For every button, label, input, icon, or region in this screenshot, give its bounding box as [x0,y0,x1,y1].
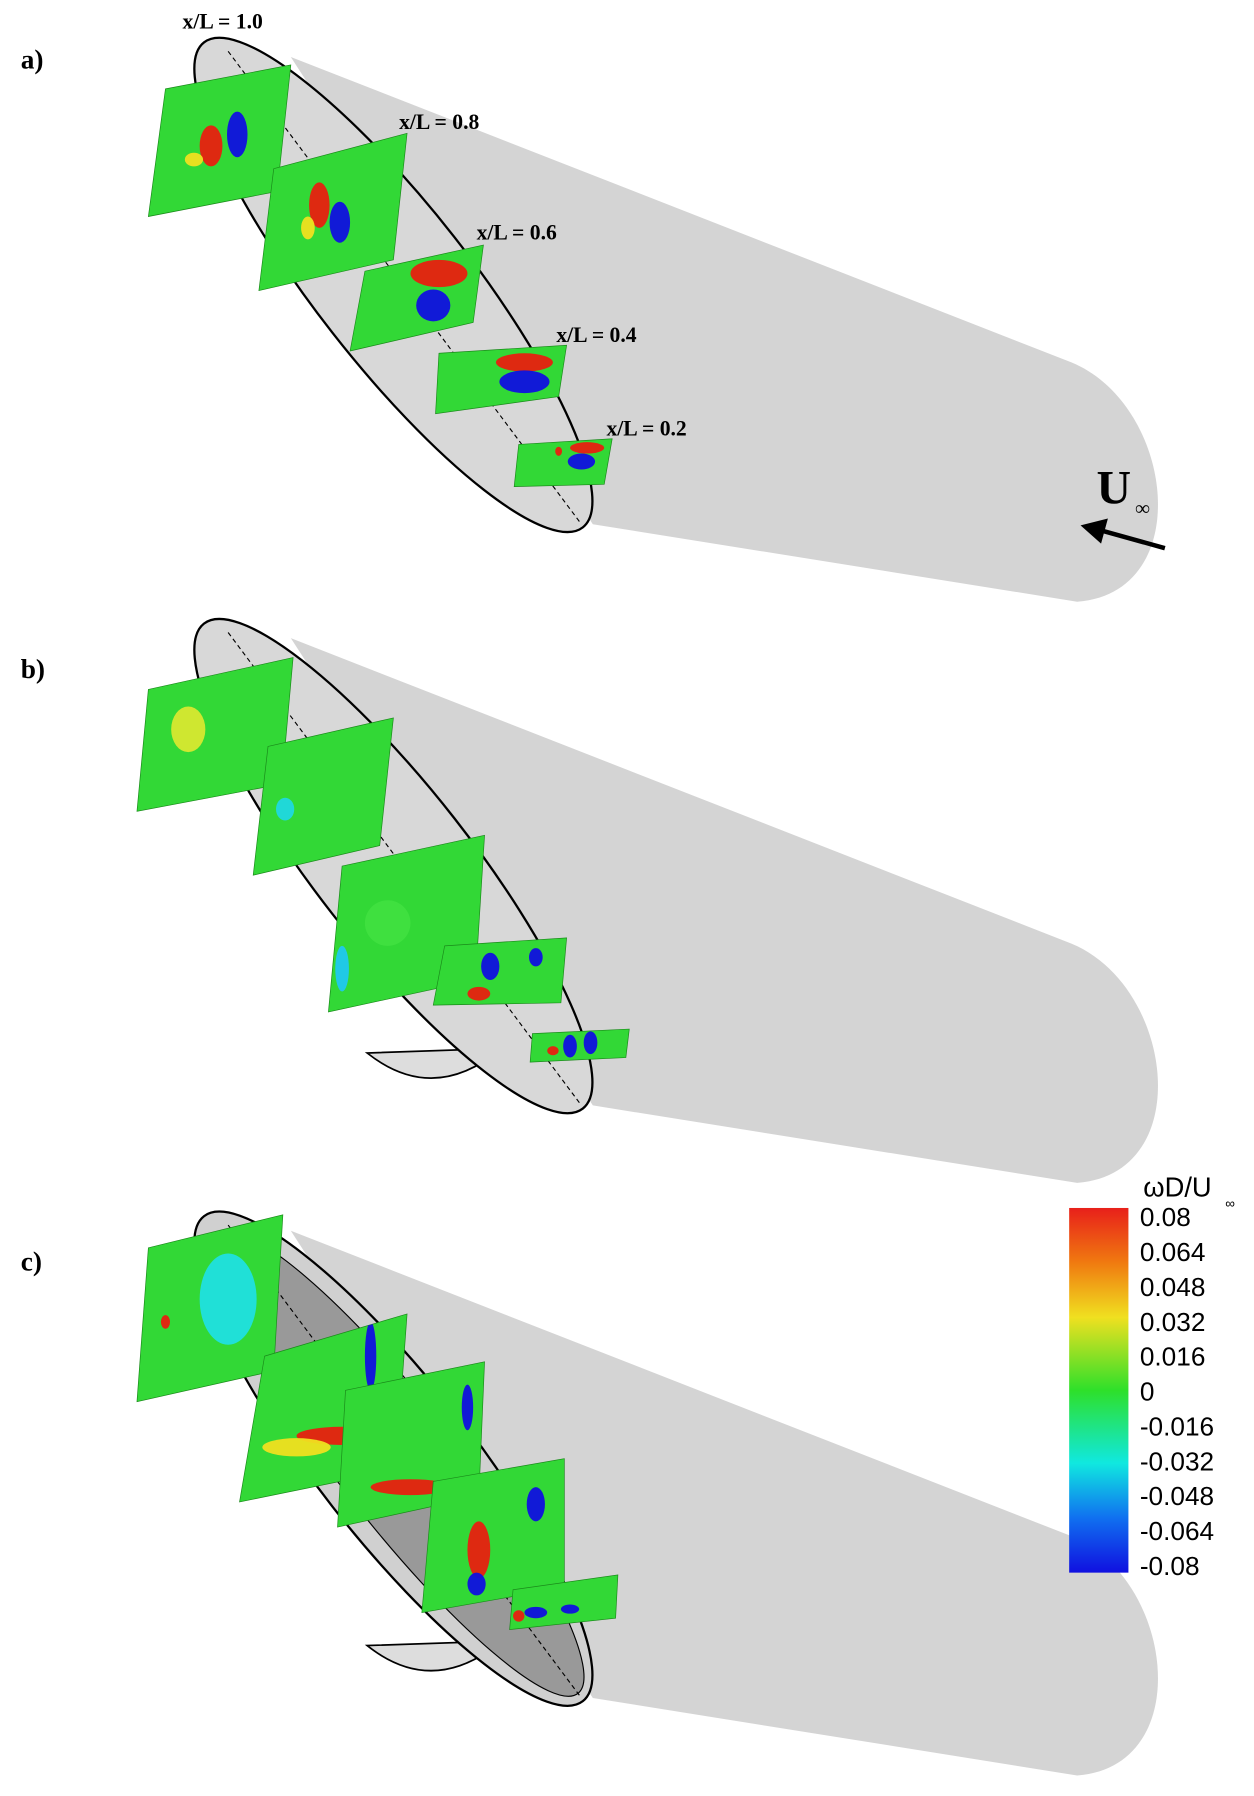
vorticity-blob [467,1521,490,1578]
vorticity-blob [529,948,543,966]
vorticity-blob [467,987,490,1001]
colorbar-tick-label: 0 [1140,1377,1155,1407]
station-label: x/L = 0.8 [399,110,479,134]
colorbar-tick-label: 0.016 [1140,1342,1206,1372]
vorticity-blob [563,1035,577,1058]
vorticity-blob [262,1438,330,1456]
vorticity-blob [524,1607,547,1618]
vorticity-blob [555,447,562,456]
vorticity-blob [227,112,248,158]
panel-label: b) [21,654,45,684]
station-label: x/L = 1.0 [183,9,263,33]
vorticity-blob [467,1573,485,1596]
vorticity-blob [410,260,467,287]
vorticity-blob [185,153,203,167]
page: {"panels": [ {"label": "a)", "stations":… [0,0,1254,1796]
vorticity-blob [200,1254,257,1345]
colorbar-ramp [1069,1208,1128,1573]
colorbar-title-subscript: ∞ [1225,1196,1235,1211]
station-label: x/L = 0.2 [606,416,686,440]
vorticity-blob [481,953,499,980]
figure: a) x/L = 1.0 x/L = 0.8 x/L = 0.6 x/L = 0.4 x/… [0,0,1254,1796]
vorticity-blob [568,454,595,470]
vorticity-blob [496,353,553,371]
vorticity-blob [416,289,450,321]
colorbar-tick-label: -0.048 [1140,1481,1214,1511]
vorticity-blob [547,1046,558,1055]
colorbar: ωD/U ∞ 0.08 0.064 0.048 0.032 0.016 0 -0.016 -0… [1069,1172,1235,1581]
panels: a) x/L = 1.0 x/L = 0.8 x/L = 0.6 x/L = 0.4 x/… [21,0,1158,1775]
vorticity-blob [200,125,223,166]
colorbar-tick-label: 0.064 [1140,1237,1206,1267]
slice-features [171,707,205,753]
colorbar-title: ωD/U [1143,1172,1211,1203]
colorbar-tick-label: -0.032 [1140,1446,1214,1476]
colorbar-tick-label: 0.048 [1140,1272,1206,1302]
panel: c) [21,1169,1158,1776]
station-label: x/L = 0.6 [477,220,557,244]
colorbar-tick-label: -0.064 [1140,1516,1214,1546]
vorticity-blob [561,1605,579,1614]
panel: a) x/L = 1.0 x/L = 0.8 x/L = 0.6 x/L = 0.4 x/… [21,0,1158,602]
vorticity-blob [527,1487,545,1521]
panel-label: a) [21,44,44,74]
colorbar-tick-label: -0.016 [1140,1411,1214,1441]
station-label: x/L = 0.4 [556,323,636,347]
vorticity-slice [433,938,566,1005]
panel-label: c) [21,1247,42,1277]
vorticity-blob [365,900,411,946]
vorticity-blob [335,946,349,992]
vorticity-blob [499,370,549,393]
vorticity-blob [301,217,315,240]
vorticity-blob [365,1322,376,1390]
vorticity-blob [584,1031,598,1054]
vorticity-blob [513,1610,524,1621]
vorticity-blob [276,798,294,821]
slice-features [276,798,294,821]
vorticity-slice [530,1029,629,1062]
colorbar-tick-label: 0.08 [1140,1202,1191,1232]
colorbar-tick-label: -0.08 [1140,1551,1200,1581]
vorticity-blob [161,1315,170,1329]
freestream-subscript: ∞ [1135,498,1150,520]
vorticity-blob [171,707,205,753]
colorbar-tick-label: 0.032 [1140,1307,1206,1337]
vorticity-blob [462,1385,473,1431]
freestream-symbol: U [1097,462,1132,515]
vorticity-blob [330,202,351,243]
panel: b) [21,576,1158,1183]
vorticity-blob [570,442,604,453]
